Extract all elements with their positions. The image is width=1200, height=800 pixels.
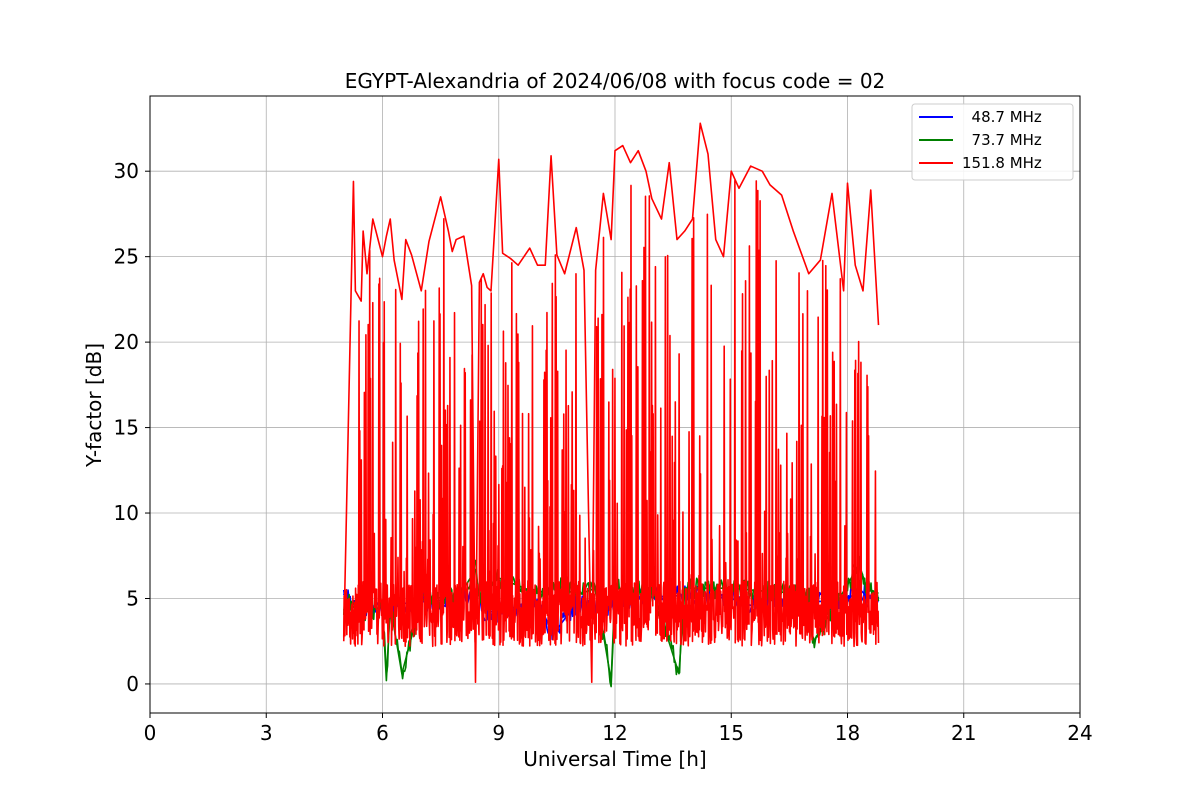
legend-label-73-7: 73.7 MHz [962,131,1042,149]
x-tick-label: 18 [835,721,860,745]
x-tick-label: 21 [951,721,976,745]
legend-box [911,103,1074,181]
legend: 48.7 MHz 73.7 MHz 151.8 MHz [911,103,1074,181]
y-tick-label: 5 [126,586,139,610]
y-tick-label: 15 [114,416,139,440]
x-tick-label: 3 [260,721,273,745]
series-line-2 [342,179,880,648]
x-tick-label: 9 [492,721,505,745]
y-tick-label: 10 [114,501,139,525]
x-tick-label: 15 [719,721,744,745]
legend-label-151-8: 151.8 MHz [962,154,1042,172]
y-tick-label: 30 [114,159,139,183]
x-axis: 0 3 6 9 12 15 18 21 24 [144,713,1093,745]
legend-entry-48-7: 48.7 MHz [919,108,1042,126]
y-axis-label: Y-factor [dB] [82,343,106,468]
series-layer [342,122,880,688]
y-tick-label: 0 [126,672,139,696]
legend-entry-73-7: 73.7 MHz [919,131,1042,149]
y-axis: 0 5 10 15 20 25 30 [114,159,150,696]
y-tick-label: 25 [114,245,139,269]
legend-entry-151-8: 151.8 MHz [919,154,1042,172]
y-tick-label: 20 [114,330,139,354]
chart-title: EGYPT-Alexandria of 2024/06/08 with focu… [345,69,886,93]
legend-label-48-7: 48.7 MHz [962,108,1042,126]
x-axis-label: Universal Time [h] [523,747,706,771]
x-tick-label: 24 [1067,721,1092,745]
x-tick-label: 12 [602,721,627,745]
series-anchor-line-2 [342,122,880,684]
x-tick-label: 0 [144,721,157,745]
x-tick-label: 6 [376,721,389,745]
